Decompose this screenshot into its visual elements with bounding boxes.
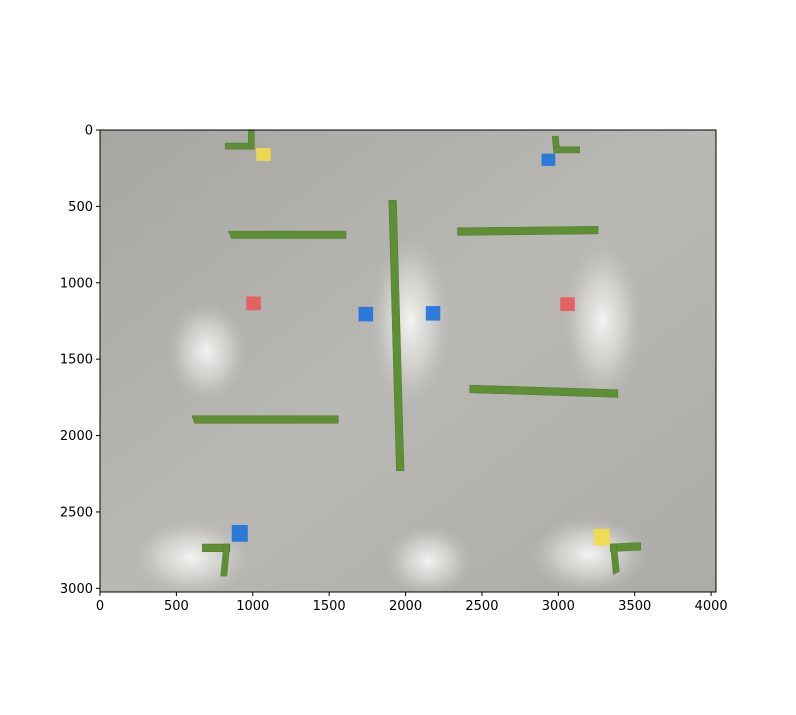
tape-layer [191,130,642,577]
tape-right-lower [469,384,619,398]
marker-blue-bottom-left [231,524,248,542]
tape-left-lower [191,415,339,424]
y-tick-label: 1000 [60,276,93,291]
x-tick-label: 3000 [542,599,575,614]
x-tick-label: 2500 [465,599,498,614]
glare-bottom-center [385,525,472,592]
y-tick-label: 2500 [60,505,93,520]
x-tick-label: 2000 [389,599,422,614]
x-tick-label: 1500 [313,599,346,614]
x-tick-label: 4000 [695,599,728,614]
marker-blue-center-right [425,306,441,321]
floor-photo [100,130,716,592]
y-axis: 0 500 1000 1500 2000 2500 3000 [60,124,100,597]
x-tick-label: 0 [96,599,104,614]
y-tick-label: 1500 [60,353,93,368]
x-axis: 0 500 1000 1500 2000 2500 3000 3500 4000 [96,592,728,614]
y-tick-label: 500 [68,200,93,215]
glare-left [167,301,247,402]
axes-frame [99,129,717,593]
x-tick-label: 500 [164,599,189,614]
x-tick-label: 3500 [618,599,651,614]
tape-corner-tr-h [553,146,580,154]
marker-yellow-top-left [256,147,271,161]
marker-red-right [560,297,575,312]
marker-blue-center-left [358,306,374,322]
tape-corner-tl-v [247,130,255,150]
tape-left-upper [227,230,347,239]
glare-right [562,241,643,401]
glare-center [370,235,450,407]
tape-right-upper [457,226,599,236]
glare-bottom-right [530,516,647,592]
tape-center-vertical [388,200,405,471]
marker-red-left [246,296,261,311]
tape-corner-bl-v [220,543,231,577]
y-tick-label: 0 [85,124,93,139]
tape-corner-br-h [610,542,642,552]
glare-layer [133,235,647,592]
marker-blue-top-right [541,153,556,166]
y-tick-label: 2000 [60,429,93,444]
y-tick-label: 3000 [60,582,93,597]
x-tick-label: 1000 [236,599,269,614]
tape-corner-br-v [610,543,620,575]
marker-yellow-bottom-right [593,528,610,546]
marker-layer [231,147,610,546]
